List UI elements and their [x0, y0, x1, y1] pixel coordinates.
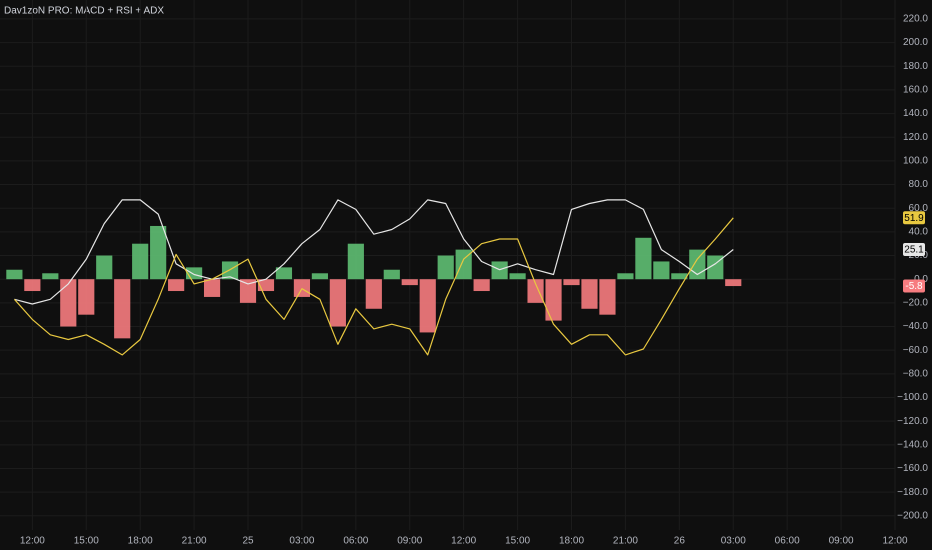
histogram-bar: [114, 279, 131, 339]
histogram-bar: [401, 279, 418, 286]
x-tick-label: 18:00: [128, 536, 153, 547]
histogram-bar: [419, 279, 436, 333]
histogram-bar: [6, 269, 23, 280]
y-tick-label: 200.0: [903, 37, 928, 48]
histogram-bar: [329, 279, 346, 327]
last-value-tag: [903, 279, 925, 293]
y-tick-label: 180.0: [903, 61, 928, 72]
histogram-bar: [132, 243, 149, 280]
x-tick-label: 15:00: [505, 536, 530, 547]
histogram-bar: [707, 255, 724, 280]
line-series: [14, 199, 734, 305]
x-tick-label: 15:00: [74, 536, 99, 547]
histogram-bar: [24, 279, 41, 292]
y-tick-label: −40.0: [903, 321, 929, 332]
histogram-bar: [96, 255, 113, 280]
histogram-bar: [581, 279, 598, 309]
histogram-bar: [168, 279, 185, 292]
histogram-bar: [635, 237, 652, 280]
x-tick-label: 03:00: [289, 536, 314, 547]
histogram-bar: [60, 279, 77, 327]
histogram-bar: [347, 243, 364, 280]
x-tick-label: 06:00: [343, 536, 368, 547]
y-tick-label: 60.0: [909, 203, 929, 214]
y-tick-label: −60.0: [903, 345, 929, 356]
y-tick-label: −80.0: [903, 368, 929, 379]
histogram-bar: [186, 267, 203, 280]
histogram-bar: [365, 279, 382, 309]
x-tick-label: 21:00: [182, 536, 207, 547]
histogram-bar: [150, 225, 167, 280]
y-tick-label: −140.0: [897, 439, 928, 450]
x-tick-label: 18:00: [559, 536, 584, 547]
y-tick-label: −200.0: [897, 510, 928, 521]
histogram-bar: [653, 261, 670, 280]
y-tick-label: −100.0: [897, 392, 928, 403]
y-tick-label: 40.0: [909, 227, 929, 238]
histogram-bar: [599, 279, 616, 315]
last-value-label: -5.8: [905, 281, 923, 292]
x-tick-label: 09:00: [829, 536, 854, 547]
x-tick-label: 03:00: [721, 536, 746, 547]
histogram-bar: [203, 279, 221, 297]
histogram-bar: [437, 255, 454, 280]
histogram-bar: [239, 279, 257, 303]
y-tick-label: 220.0: [903, 14, 928, 25]
x-tick-label: 12:00: [882, 536, 907, 547]
last-value-label: 51.9: [904, 213, 924, 224]
histogram-bar: [275, 267, 293, 280]
y-tick-label: −160.0: [897, 463, 928, 474]
y-tick-label: 140.0: [903, 108, 928, 119]
histogram-bar: [42, 273, 59, 280]
last-value-tag: [903, 211, 925, 225]
y-tick-label: 80.0: [909, 179, 929, 190]
histogram-bar: [455, 249, 472, 280]
y-tick-label: −120.0: [897, 416, 928, 427]
histogram-bar: [491, 261, 508, 280]
y-tick-label: −20.0: [903, 297, 929, 308]
y-tick-label: 0.0: [914, 274, 928, 285]
x-tick-label: 21:00: [613, 536, 638, 547]
last-value-label: 25.1: [904, 245, 924, 256]
last-value-tag: [903, 243, 925, 257]
histogram-bar: [383, 269, 400, 280]
histogram-bar: [527, 279, 544, 303]
histogram-bar: [473, 279, 490, 292]
histogram-bar: [617, 273, 634, 280]
y-tick-label: −180.0: [897, 487, 928, 498]
x-tick-label: 06:00: [775, 536, 800, 547]
x-tick-label: 26: [674, 536, 686, 547]
x-tick-label: 12:00: [20, 536, 45, 547]
histogram-bar: [545, 279, 562, 321]
histogram-bar: [257, 279, 275, 292]
histogram-bar: [78, 279, 95, 315]
histogram-bar: [293, 279, 311, 297]
x-tick-label: 09:00: [397, 536, 422, 547]
y-tick-label: 120.0: [903, 132, 928, 143]
y-tick-label: 160.0: [903, 85, 928, 96]
histogram-bar: [671, 273, 688, 280]
histogram-bar: [311, 273, 328, 280]
line-series: [13, 217, 734, 356]
x-tick-label: 25: [242, 536, 254, 547]
chart-title: Dav1zoN PRO: MACD + RSI + ADX: [4, 6, 164, 17]
y-tick-label: 100.0: [903, 156, 928, 167]
histogram-bar: [509, 273, 526, 280]
x-tick-label: 12:00: [451, 536, 476, 547]
histogram-bar: [563, 279, 580, 286]
histogram-bar: [725, 279, 742, 287]
